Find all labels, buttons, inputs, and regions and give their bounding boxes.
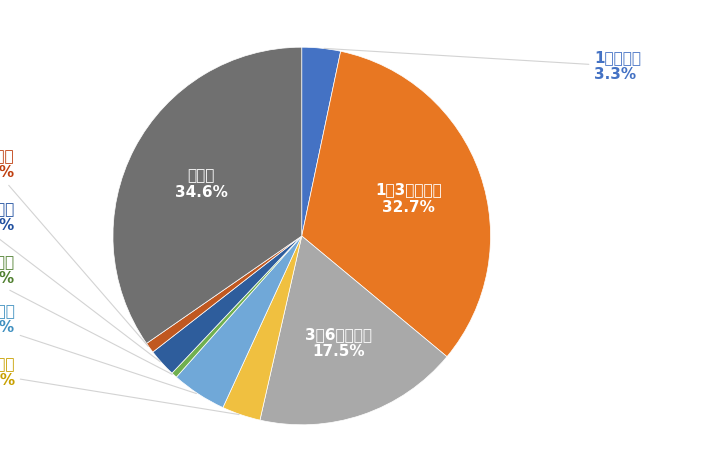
Wedge shape [260,236,447,425]
Wedge shape [146,236,302,352]
Text: 無回答
34.6%: 無回答 34.6% [175,168,228,200]
Text: 10〜15万円未満
4.7%: 10〜15万円未満 4.7% [0,303,197,394]
Text: 3〜6万円未満
17.5%: 3〜6万円未満 17.5% [305,327,372,359]
Wedge shape [223,236,302,420]
Text: 6〜10万円未満
3.3%: 6〜10万円未満 3.3% [0,356,239,414]
Wedge shape [302,47,341,236]
Wedge shape [153,236,302,373]
Wedge shape [172,236,302,377]
Wedge shape [302,51,491,357]
Text: 1万円未満
3.3%: 1万円未満 3.3% [324,49,641,82]
Wedge shape [113,47,302,344]
Text: 50万円超
0.9%: 50万円超 0.9% [0,148,148,346]
Wedge shape [176,236,302,407]
Text: 15〜20万円未満
0.5%: 15〜20万円未満 0.5% [0,254,173,374]
Text: 20〜50万円未満
2.4%: 20〜50万円未満 2.4% [0,201,160,362]
Text: 1〜3万円未満
32.7%: 1〜3万円未満 32.7% [376,183,442,215]
